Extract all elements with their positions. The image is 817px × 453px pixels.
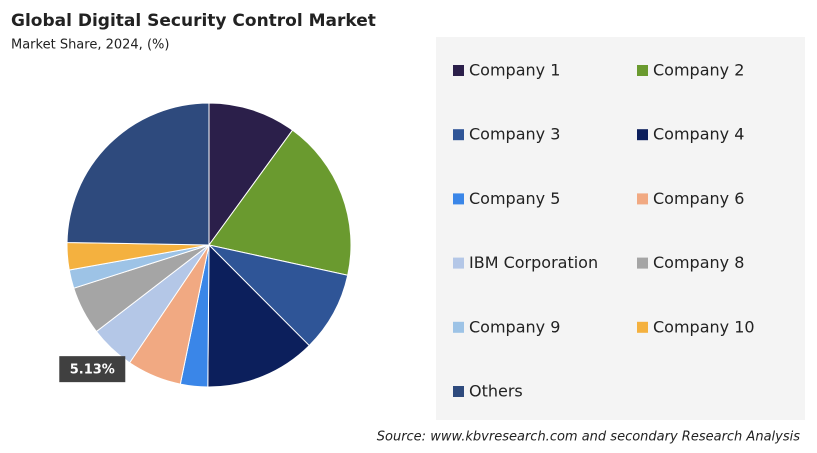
legend-label: Company 10 xyxy=(653,317,755,336)
legend-swatch xyxy=(637,65,648,76)
legend-label: Others xyxy=(469,382,523,401)
chart-title: Global Digital Security Control Market xyxy=(11,11,376,31)
legend-label: Company 1 xyxy=(469,61,560,80)
pie-slice xyxy=(208,129,352,276)
legend-swatch xyxy=(453,65,464,76)
data-label-box xyxy=(59,356,126,383)
legend-label: Company 3 xyxy=(469,125,560,144)
data-label: 5.13% xyxy=(70,363,115,378)
legend-label: Company 8 xyxy=(653,253,744,272)
chart-subtitle: Market Share, 2024, (%) xyxy=(11,38,169,53)
legend-swatch xyxy=(453,257,464,269)
legend-label: Company 6 xyxy=(653,189,744,208)
source-note: Source: www.kbvresearch.com and secondar… xyxy=(377,430,800,445)
legend-swatch xyxy=(453,193,464,205)
legend-label: Company 9 xyxy=(469,317,560,336)
pie-slice xyxy=(207,244,349,347)
legend-swatch xyxy=(637,321,648,333)
pie-slice xyxy=(207,243,310,388)
legend-swatch xyxy=(453,386,464,397)
pie-slice xyxy=(208,102,294,247)
legend-label: Company 5 xyxy=(469,189,560,208)
pie-slice xyxy=(66,102,210,246)
legend-label: IBM Corporation xyxy=(469,253,598,272)
legend-swatch xyxy=(453,129,464,141)
legend-swatch xyxy=(453,321,464,333)
legend-swatch xyxy=(637,193,648,205)
legend-label: Company 2 xyxy=(653,61,744,80)
legend-label: Company 4 xyxy=(653,125,744,144)
legend-swatch xyxy=(637,129,648,141)
legend-swatch xyxy=(637,257,648,269)
legend-box xyxy=(436,37,805,420)
